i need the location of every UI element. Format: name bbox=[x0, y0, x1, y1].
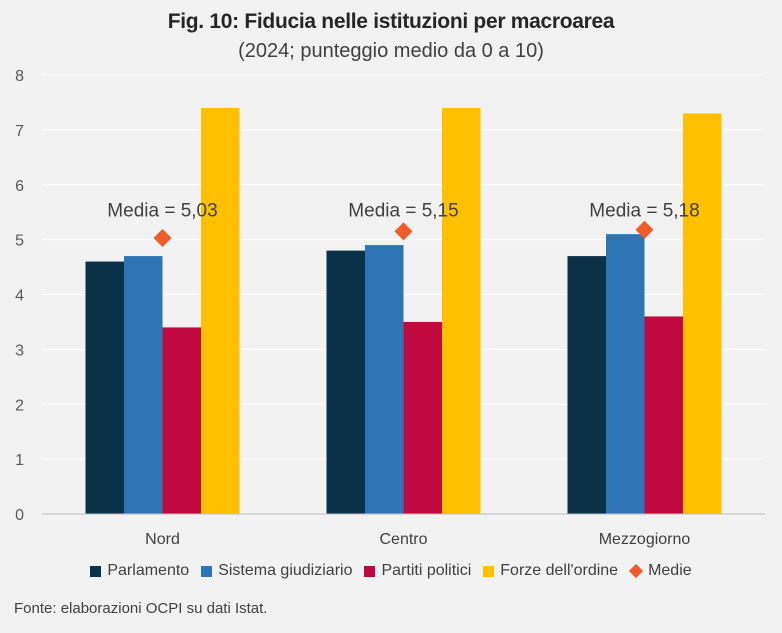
legend-item-medie: Medie bbox=[628, 562, 692, 580]
y-tick-label: 0 bbox=[15, 507, 24, 524]
chart-subtitle: (2024; punteggio medio da 0 a 10) bbox=[238, 40, 544, 62]
y-tick-label: 4 bbox=[15, 288, 24, 305]
legend-label: Partiti politici bbox=[381, 562, 472, 579]
y-tick-label: 6 bbox=[15, 178, 24, 195]
legend-item-sistema-giudiziario: Sistema giudiziario bbox=[201, 562, 352, 580]
y-tick-label: 8 bbox=[15, 68, 24, 85]
legend-swatch bbox=[90, 565, 102, 577]
legend-swatch bbox=[364, 565, 376, 577]
x-category-label: Mezzogiorno bbox=[599, 531, 691, 548]
y-tick-label: 3 bbox=[15, 342, 24, 359]
y-axis-ticks: 0 1 2 3 4 5 6 7 8 bbox=[15, 68, 24, 524]
legend-item-parlamento: Parlamento bbox=[90, 562, 189, 580]
bar bbox=[644, 316, 683, 514]
legend-label: Forze dell'ordine bbox=[500, 562, 619, 579]
x-category-label: Nord bbox=[145, 531, 180, 548]
legend-swatch bbox=[201, 565, 213, 577]
bar bbox=[162, 327, 201, 514]
bars bbox=[85, 107, 722, 515]
y-tick-label: 7 bbox=[15, 123, 24, 140]
y-tick-label: 5 bbox=[15, 233, 24, 250]
average-marker bbox=[394, 222, 413, 241]
y-tick-label: 1 bbox=[15, 452, 24, 469]
bar bbox=[442, 107, 481, 515]
diamond-icon bbox=[628, 563, 644, 579]
average-annotation: Media = 5,15 bbox=[348, 200, 458, 221]
bar bbox=[683, 113, 722, 514]
chart-title: Fig. 10: Fiducia nelle istituzioni per m… bbox=[167, 10, 615, 33]
average-annotation: Media = 5,18 bbox=[589, 200, 699, 221]
average-markers bbox=[153, 220, 654, 247]
average-marker bbox=[635, 220, 654, 239]
bar bbox=[201, 107, 240, 515]
bar bbox=[85, 261, 124, 514]
annotations: Media = 5,03 Media = 5,15 Media = 5,18 bbox=[107, 200, 699, 221]
bar bbox=[567, 256, 606, 514]
legend-label: Parlamento bbox=[107, 562, 190, 579]
legend-label: Medie bbox=[648, 562, 692, 579]
bar bbox=[365, 245, 404, 515]
bar bbox=[403, 321, 442, 514]
source-note: Fonte: elaborazioni OCPI su dati Istat. bbox=[14, 600, 268, 617]
bar bbox=[326, 250, 365, 514]
average-annotation: Media = 5,03 bbox=[107, 200, 217, 221]
average-marker bbox=[153, 228, 172, 247]
legend: Parlamento Sistema giudiziario Partiti p… bbox=[0, 562, 782, 580]
bar bbox=[124, 256, 163, 514]
legend-item-forze-ordine: Forze dell'ordine bbox=[483, 562, 618, 580]
x-category-label: Centro bbox=[379, 531, 427, 548]
legend-label: Sistema giudiziario bbox=[218, 562, 353, 579]
x-axis-categories: Nord Centro Mezzogiorno bbox=[145, 531, 690, 548]
y-tick-label: 2 bbox=[15, 397, 24, 414]
legend-item-partiti-politici: Partiti politici bbox=[364, 562, 471, 580]
legend-swatch bbox=[483, 565, 495, 577]
bar bbox=[606, 234, 645, 514]
